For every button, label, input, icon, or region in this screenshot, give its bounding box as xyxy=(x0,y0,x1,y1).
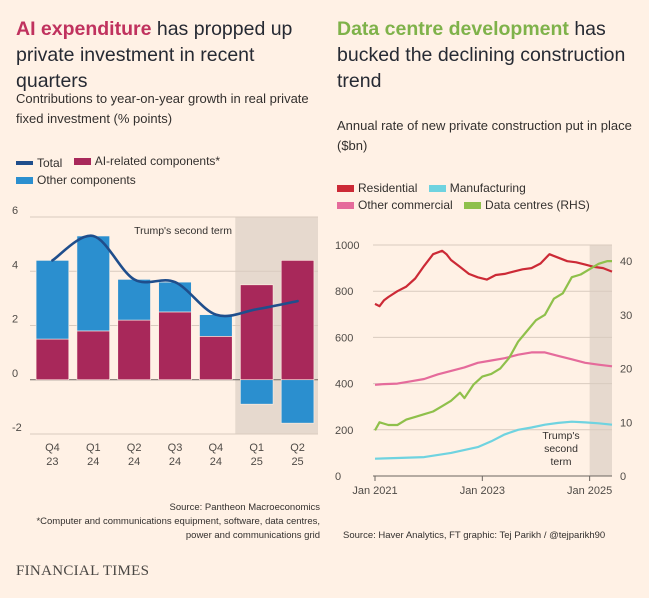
right-title-highlight: Data centre development xyxy=(337,18,569,40)
x-tick-label: Jan 2021 xyxy=(352,485,397,497)
legend-swatch xyxy=(16,176,33,184)
left-source: Source: Pantheon Macroeconomics xyxy=(169,502,321,513)
left-chart-svg: -20246Q423Q124Q224Q324Q424Q125Q225Trump'… xyxy=(12,205,318,468)
legend-item-other-commercial: Other commercial xyxy=(337,197,453,214)
legend-swatch xyxy=(337,185,354,192)
y2-tick-label: 10 xyxy=(620,417,632,429)
left-chart: -2 0 2 4 6 Q4 23 Q1 24 Q2 24 Q3 24 Q4 24 Q1 25 Q2 25 Trump'… xyxy=(0,205,330,480)
x-tick-label: 25 xyxy=(251,456,263,468)
left-footnote: *Computer and communications equipment, … xyxy=(36,516,320,541)
right-chart-svg: 0 200 400 600 800 1000 0 10 20 30 40 Jan 2021 Jan 20… xyxy=(335,240,632,497)
y-tick-label: 0 xyxy=(335,471,341,483)
y-tick-label: 4 xyxy=(12,259,18,271)
x-tick-label: Q2 xyxy=(127,442,142,454)
legend-swatch xyxy=(16,161,33,165)
legend-label: AI-related components* xyxy=(94,154,221,168)
y-tick-label: 400 xyxy=(335,379,353,391)
legend-item-residential: Residential xyxy=(337,180,417,197)
legend-swatch xyxy=(428,185,446,192)
bar-ai-related xyxy=(158,311,192,381)
right-title-rest: has bucked the declining construction tr… xyxy=(337,18,626,92)
right-chart: 0 200 400 600 800 1000 0 10 20 30 40 Jan 2021 Jan 20… xyxy=(335,225,649,515)
right-title: Data centre development has bucked the d… xyxy=(337,16,637,94)
legend-label: Manufacturing xyxy=(449,181,526,195)
right-legend: Residential Manufacturing Other commerci… xyxy=(337,180,642,214)
bar-ai-related xyxy=(117,319,151,381)
series-line-data-centres xyxy=(374,260,612,431)
x-tick-label: Q3 xyxy=(168,442,183,454)
bar-other-components xyxy=(158,281,192,313)
legend-item-ai: AI-related components* xyxy=(73,153,221,170)
x-tick-label: 24 xyxy=(128,456,140,468)
bar-other-components xyxy=(117,279,151,321)
shaded-region xyxy=(589,245,612,476)
bar-ai-related xyxy=(76,330,110,381)
y2-tick-label: 40 xyxy=(620,256,632,268)
legend-swatch xyxy=(464,202,482,209)
y2-tick-label: 30 xyxy=(620,310,632,322)
x-tick-label: Jan 2025 xyxy=(567,485,612,497)
annotation-trump-term: Trump's xyxy=(542,430,579,442)
x-tick-label: 24 xyxy=(87,456,99,468)
legend-swatch xyxy=(73,158,91,165)
series-line-residential xyxy=(374,249,613,308)
y2-tick-label: 20 xyxy=(620,364,632,376)
x-tick-label: Q4 xyxy=(209,442,224,454)
y-tick-label: 1000 xyxy=(335,240,359,252)
x-tick-label: Q1 xyxy=(86,442,101,454)
left-title-highlight: AI expenditure xyxy=(16,18,152,40)
x-tick-label: 24 xyxy=(169,456,181,468)
x-tick-label: 23 xyxy=(46,456,58,468)
x-tick-label: Q4 xyxy=(45,442,60,454)
annotation-trump-term: second xyxy=(544,443,578,455)
y-tick-label: 600 xyxy=(335,332,353,344)
bar-ai-related xyxy=(35,338,70,381)
y-tick-label: -2 xyxy=(12,422,22,434)
x-tick-label: Q2 xyxy=(290,442,305,454)
y-tick-label: 200 xyxy=(335,425,353,437)
ft-logo: FINANCIAL TIMES xyxy=(16,563,150,579)
annotation-trump-term: term xyxy=(551,456,572,468)
series-line-total xyxy=(51,234,299,318)
bar-ai-related xyxy=(199,336,233,381)
y-tick-label: 800 xyxy=(335,286,353,298)
bar-other-components xyxy=(35,260,70,340)
bar-other-components xyxy=(76,235,110,332)
bar-other-components xyxy=(280,379,315,424)
x-tick-label: Jan 2023 xyxy=(460,485,505,497)
left-title-rest: has propped up private investment in rec… xyxy=(16,18,293,92)
y-tick-label: 0 xyxy=(12,368,18,380)
x-tick-label: 25 xyxy=(291,456,303,468)
y-tick-label: 6 xyxy=(12,205,18,217)
legend-label: Residential xyxy=(358,181,418,195)
legend-item-other: Other components xyxy=(16,172,136,189)
legend-swatch xyxy=(337,202,354,209)
right-subtitle: Annual rate of new private construction … xyxy=(337,118,632,153)
legend-item-manufacturing: Manufacturing xyxy=(428,180,526,197)
annotation-trump-term: Trump's second term xyxy=(134,225,232,237)
y2-tick-label: 0 xyxy=(620,471,626,483)
bar-ai-related xyxy=(280,260,315,381)
bar-other-components xyxy=(199,314,233,337)
bar-other-components xyxy=(240,379,274,405)
legend-label: Other commercial xyxy=(358,198,453,212)
left-title: AI expenditure has propped up private in… xyxy=(16,16,330,94)
series-line-manufacturing xyxy=(374,420,613,460)
legend-label: Total xyxy=(37,155,63,170)
bar-ai-related xyxy=(240,284,274,381)
right-source: Source: Haver Analytics, FT graphic: Tej… xyxy=(343,530,606,541)
x-tick-label: Q1 xyxy=(249,442,264,454)
series-line-other-commercial xyxy=(374,351,613,386)
left-subtitle: Contributions to year-on-year growth in … xyxy=(16,91,309,126)
x-tick-label: 24 xyxy=(210,456,222,468)
y-tick-label: 2 xyxy=(12,314,18,326)
legend-label: Other components xyxy=(37,172,136,187)
legend-item-total: Total xyxy=(16,155,62,172)
legend-item-data-centres: Data centres (RHS) xyxy=(464,197,590,214)
left-legend: Total AI-related components* Other compo… xyxy=(16,153,316,189)
legend-label: Data centres (RHS) xyxy=(485,198,590,212)
